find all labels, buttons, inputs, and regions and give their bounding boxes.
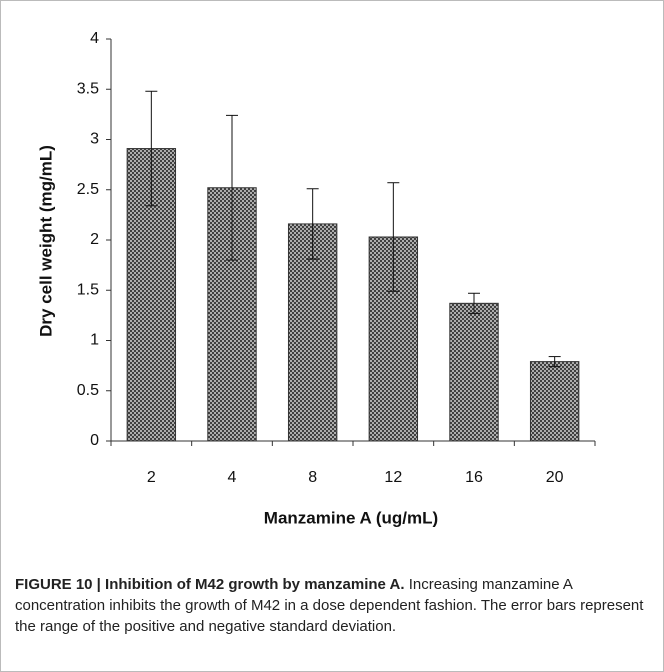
bar xyxy=(287,223,338,442)
x-tick-label: 2 xyxy=(147,469,156,486)
bar xyxy=(449,302,499,442)
y-tick-label: 1 xyxy=(90,332,99,349)
x-axis-title: Manzamine A (ug/mL) xyxy=(264,508,438,527)
caption-label: FIGURE 10 | Inhibition of M42 growth by … xyxy=(15,576,405,593)
x-tick-label: 20 xyxy=(546,469,564,486)
chart: Manzamine A (ug/mL) Dry cell weight (mg/… xyxy=(36,30,596,527)
y-tick-label: 4 xyxy=(90,30,99,47)
y-tick-label: 2.5 xyxy=(77,181,99,198)
y-axis-title: Dry cell weight (mg/mL) xyxy=(36,145,55,337)
x-tick-label: 12 xyxy=(384,469,402,486)
x-tick-label: 16 xyxy=(465,469,483,486)
bar xyxy=(529,361,580,442)
caption-text: Increasing manzamine A concentration inh… xyxy=(15,576,644,635)
y-tick-label: 1.5 xyxy=(77,281,99,298)
x-tick-label: 8 xyxy=(308,469,317,486)
y-tick-label: 3 xyxy=(90,131,99,148)
caption: FIGURE 10 | Inhibition of M42 growth by … xyxy=(15,574,651,637)
y-tick-label: 2 xyxy=(90,231,99,248)
x-tick-label: 4 xyxy=(228,469,237,486)
y-tick-label: 0 xyxy=(90,432,99,449)
y-tick-label: 3.5 xyxy=(77,80,99,97)
y-tick-label: 0.5 xyxy=(77,382,99,399)
